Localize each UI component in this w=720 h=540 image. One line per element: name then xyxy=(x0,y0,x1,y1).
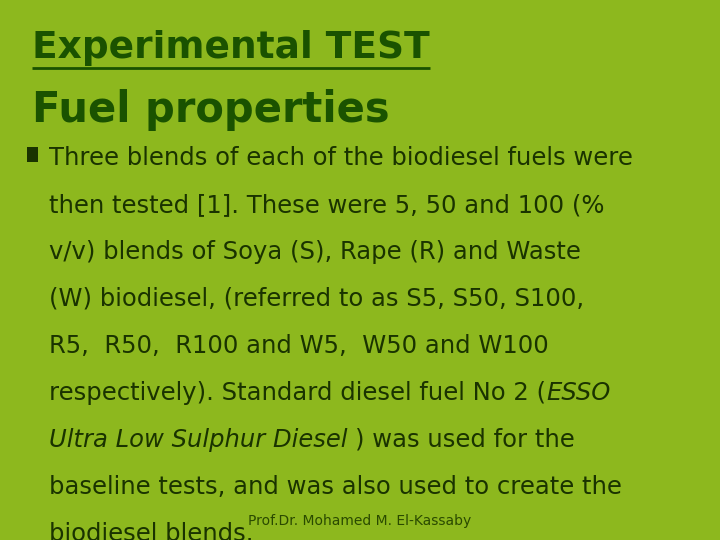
Bar xyxy=(27,147,38,162)
Text: R5,  R50,  R100 and W5,  W50 and W100: R5, R50, R100 and W5, W50 and W100 xyxy=(49,334,549,357)
Text: Experimental TEST: Experimental TEST xyxy=(32,30,430,66)
Text: respectively). Standard diesel fuel No 2 (: respectively). Standard diesel fuel No 2… xyxy=(49,381,546,404)
Text: v/v) blends of Soya (S), Rape (R) and Waste: v/v) blends of Soya (S), Rape (R) and Wa… xyxy=(49,240,581,264)
Text: baseline tests, and was also used to create the: baseline tests, and was also used to cre… xyxy=(49,475,622,498)
Text: then tested [1]. These were 5, 50 and 100 (%: then tested [1]. These were 5, 50 and 10… xyxy=(49,193,605,217)
Text: Prof.Dr. Mohamed M. El-Kassaby: Prof.Dr. Mohamed M. El-Kassaby xyxy=(248,514,472,528)
Text: Fuel properties: Fuel properties xyxy=(32,89,390,131)
Text: ESSO: ESSO xyxy=(546,381,611,404)
Text: (W) biodiesel, (referred to as S5, S50, S100,: (W) biodiesel, (referred to as S5, S50, … xyxy=(49,287,584,310)
Text: ) was used for the: ) was used for the xyxy=(355,428,575,451)
Text: biodiesel blends.: biodiesel blends. xyxy=(49,522,253,540)
Text: Ultra Low Sulphur Diesel: Ultra Low Sulphur Diesel xyxy=(49,428,355,451)
Text: Three blends of each of the biodiesel fuels were: Three blends of each of the biodiesel fu… xyxy=(49,146,633,170)
